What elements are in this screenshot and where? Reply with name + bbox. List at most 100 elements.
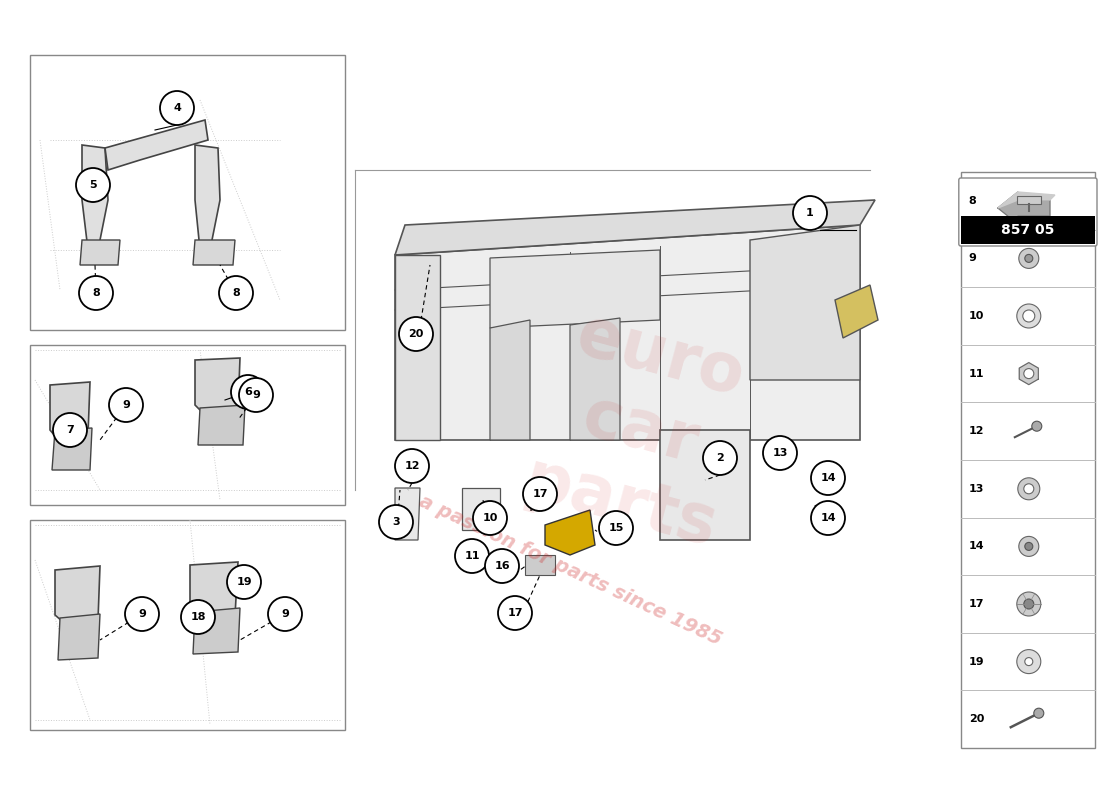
- Circle shape: [1025, 658, 1033, 666]
- Circle shape: [1024, 484, 1034, 494]
- Text: 9: 9: [282, 609, 289, 619]
- Circle shape: [268, 597, 302, 631]
- Circle shape: [811, 461, 845, 495]
- Circle shape: [1034, 708, 1044, 718]
- Circle shape: [395, 449, 429, 483]
- Polygon shape: [104, 120, 208, 170]
- Polygon shape: [80, 240, 120, 265]
- Text: 857 05: 857 05: [1001, 223, 1055, 237]
- Polygon shape: [490, 250, 660, 328]
- Circle shape: [1032, 421, 1042, 431]
- Text: 15: 15: [608, 523, 624, 533]
- FancyBboxPatch shape: [959, 178, 1097, 246]
- Circle shape: [231, 375, 265, 409]
- Circle shape: [379, 505, 412, 539]
- Text: 6: 6: [244, 387, 252, 397]
- Circle shape: [703, 441, 737, 475]
- Circle shape: [473, 501, 507, 535]
- Text: 2: 2: [716, 453, 724, 463]
- Polygon shape: [50, 382, 90, 442]
- Text: 9: 9: [139, 609, 146, 619]
- Circle shape: [1025, 254, 1033, 262]
- Circle shape: [485, 549, 519, 583]
- Circle shape: [1016, 650, 1041, 674]
- FancyBboxPatch shape: [960, 172, 1094, 748]
- Circle shape: [182, 600, 214, 634]
- Circle shape: [53, 413, 87, 447]
- FancyBboxPatch shape: [30, 520, 345, 730]
- Circle shape: [125, 597, 160, 631]
- Text: 20: 20: [969, 714, 984, 724]
- Text: 12: 12: [405, 461, 420, 471]
- Circle shape: [76, 168, 110, 202]
- FancyBboxPatch shape: [960, 216, 1094, 244]
- Text: 16: 16: [494, 561, 509, 571]
- Text: 13: 13: [772, 448, 788, 458]
- Text: 8: 8: [92, 288, 100, 298]
- Polygon shape: [998, 192, 1049, 224]
- Circle shape: [1025, 542, 1033, 550]
- Text: 13: 13: [969, 484, 984, 494]
- Text: 4: 4: [173, 103, 180, 113]
- Polygon shape: [55, 566, 100, 628]
- Text: 10: 10: [969, 311, 984, 321]
- Text: 18: 18: [190, 612, 206, 622]
- Text: 12: 12: [969, 426, 984, 436]
- Circle shape: [1016, 304, 1041, 328]
- Circle shape: [811, 501, 845, 535]
- Circle shape: [455, 539, 490, 573]
- Polygon shape: [395, 200, 874, 255]
- Circle shape: [1019, 249, 1038, 269]
- Text: 14: 14: [969, 542, 984, 551]
- Text: 10: 10: [482, 513, 497, 523]
- Text: 1: 1: [806, 208, 814, 218]
- Polygon shape: [750, 225, 860, 380]
- Circle shape: [522, 477, 557, 511]
- Polygon shape: [395, 255, 440, 440]
- Circle shape: [498, 596, 532, 630]
- Circle shape: [763, 436, 798, 470]
- Text: 14: 14: [821, 473, 836, 483]
- Polygon shape: [198, 405, 245, 445]
- Text: 11: 11: [464, 551, 480, 561]
- Text: 8: 8: [969, 196, 977, 206]
- Text: 9: 9: [122, 400, 130, 410]
- Polygon shape: [395, 488, 420, 540]
- FancyBboxPatch shape: [1016, 196, 1041, 204]
- FancyBboxPatch shape: [30, 55, 345, 330]
- Circle shape: [239, 378, 273, 412]
- Circle shape: [399, 317, 433, 351]
- Circle shape: [793, 196, 827, 230]
- Polygon shape: [82, 145, 108, 250]
- Circle shape: [600, 511, 632, 545]
- Text: 9: 9: [252, 390, 260, 400]
- Circle shape: [1024, 369, 1034, 378]
- Text: 9: 9: [969, 254, 977, 263]
- Polygon shape: [58, 614, 100, 660]
- Circle shape: [79, 276, 113, 310]
- Polygon shape: [190, 562, 238, 625]
- Polygon shape: [544, 510, 595, 555]
- Text: 19: 19: [969, 657, 984, 666]
- Polygon shape: [192, 608, 240, 654]
- Text: 11: 11: [969, 369, 984, 378]
- Circle shape: [160, 91, 194, 125]
- Text: 17: 17: [507, 608, 522, 618]
- Text: 3: 3: [393, 517, 399, 527]
- Text: 7: 7: [66, 425, 74, 435]
- Polygon shape: [525, 555, 556, 575]
- Polygon shape: [52, 428, 92, 470]
- Polygon shape: [195, 145, 220, 250]
- Text: 14: 14: [821, 513, 836, 523]
- Polygon shape: [570, 318, 620, 440]
- Circle shape: [1016, 592, 1041, 616]
- Circle shape: [1019, 537, 1038, 557]
- Polygon shape: [1020, 362, 1038, 385]
- Polygon shape: [835, 285, 878, 338]
- Polygon shape: [195, 358, 240, 420]
- Circle shape: [1018, 478, 1040, 500]
- Circle shape: [227, 565, 261, 599]
- Circle shape: [219, 276, 253, 310]
- Text: 17: 17: [532, 489, 548, 499]
- Polygon shape: [660, 430, 750, 540]
